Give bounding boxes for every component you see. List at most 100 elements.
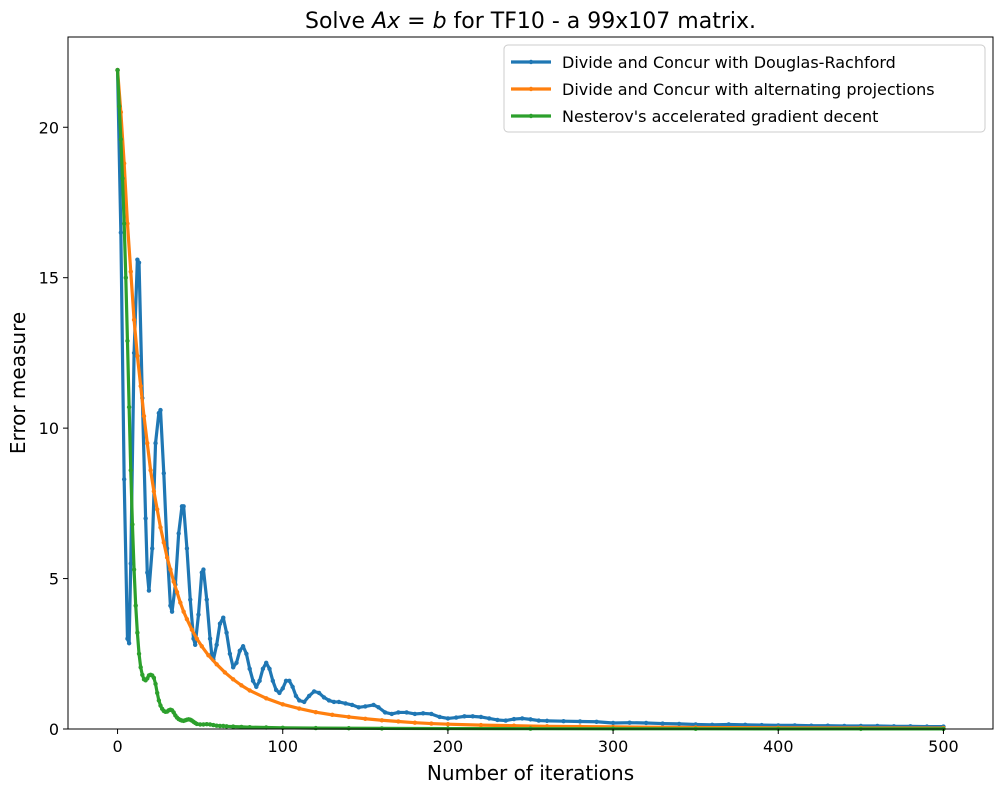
data-point	[217, 723, 223, 729]
data-point	[643, 720, 649, 726]
data-point	[224, 724, 229, 729]
data-point	[131, 317, 137, 323]
chart-title: Solve Ax = b for TF10 - a 99x107 matrix.	[305, 9, 756, 34]
data-point	[356, 705, 361, 710]
data-point	[528, 717, 533, 722]
legend-item: Divide and Concur with alternating proje…	[511, 80, 935, 99]
data-point	[346, 726, 351, 731]
data-point	[237, 648, 242, 653]
data-point	[143, 516, 148, 521]
data-point	[141, 413, 147, 419]
data-point	[125, 221, 130, 226]
data-point	[184, 616, 190, 622]
data-point	[171, 579, 176, 584]
data-point	[153, 681, 158, 687]
data-point	[363, 704, 368, 709]
data-point	[382, 710, 388, 715]
data-point	[128, 269, 133, 274]
data-point	[287, 678, 292, 684]
data-point	[311, 689, 317, 694]
data-point	[321, 695, 327, 700]
data-point	[503, 718, 508, 723]
data-point	[158, 703, 163, 708]
data-point	[217, 621, 223, 626]
data-point	[445, 716, 451, 721]
data-point	[121, 477, 127, 482]
data-point	[277, 690, 282, 696]
data-point	[207, 636, 213, 641]
data-point	[283, 678, 289, 684]
data-point	[130, 522, 135, 527]
data-point	[676, 721, 682, 727]
data-point	[610, 720, 616, 726]
data-point	[396, 710, 401, 715]
data-point	[743, 722, 748, 727]
data-point	[135, 630, 140, 635]
data-point	[313, 709, 318, 715]
data-point	[199, 644, 204, 649]
data-point	[156, 698, 162, 703]
data-point	[214, 642, 219, 647]
data-point	[412, 720, 418, 725]
data-point	[336, 699, 342, 705]
data-point	[230, 724, 236, 729]
data-point	[118, 230, 124, 235]
data-point	[125, 338, 130, 344]
data-point	[168, 567, 173, 572]
data-point	[158, 525, 163, 530]
data-point	[331, 699, 337, 705]
series-divide-and-concur-with-alternating-projections	[115, 67, 946, 731]
data-point	[145, 570, 150, 575]
data-point	[136, 260, 142, 265]
data-point	[267, 666, 272, 672]
data-point	[577, 719, 583, 724]
legend-marker	[528, 59, 534, 65]
data-point	[371, 702, 376, 708]
data-point	[158, 407, 163, 413]
axis-ticks: 0 100 200 300 400 500 0 5 10 15 20	[39, 118, 959, 756]
data-point	[211, 722, 216, 728]
data-point	[194, 721, 200, 727]
legend-marker	[528, 113, 534, 119]
data-point	[189, 627, 195, 632]
data-point	[264, 696, 269, 701]
data-point	[346, 714, 351, 720]
data-point	[240, 644, 246, 649]
data-point	[396, 719, 401, 724]
data-point	[247, 666, 252, 672]
legend-box	[503, 44, 986, 133]
data-point	[230, 665, 236, 670]
data-point	[161, 540, 166, 545]
data-point	[176, 531, 181, 536]
data-point	[260, 666, 266, 672]
data-point	[151, 675, 157, 681]
data-point	[453, 715, 459, 720]
data-point	[293, 693, 299, 699]
data-point	[326, 698, 332, 703]
data-point	[270, 678, 276, 684]
data-point	[239, 683, 244, 688]
data-point	[174, 589, 180, 595]
legend-label: Divide and Concur with Douglas-Rachford	[562, 53, 896, 72]
legend-item: Divide and Concur with Douglas-Rachford	[511, 53, 896, 72]
data-point	[118, 137, 124, 142]
data-point	[138, 665, 143, 670]
data-point	[227, 651, 233, 656]
data-point	[123, 275, 129, 280]
data-point	[264, 660, 269, 666]
data-point	[511, 716, 517, 722]
data-point	[234, 660, 239, 666]
data-point	[192, 642, 198, 647]
data-point	[168, 603, 173, 608]
data-point	[126, 641, 132, 646]
y-tick-label: 0	[49, 720, 59, 739]
data-point	[146, 588, 152, 593]
data-point	[693, 722, 698, 727]
data-point	[120, 176, 125, 181]
chart-title-prefix: Solve	[305, 9, 372, 34]
data-point	[239, 724, 244, 730]
data-point	[306, 693, 312, 699]
data-point	[710, 722, 715, 727]
data-point	[153, 440, 158, 446]
data-point	[155, 690, 160, 696]
